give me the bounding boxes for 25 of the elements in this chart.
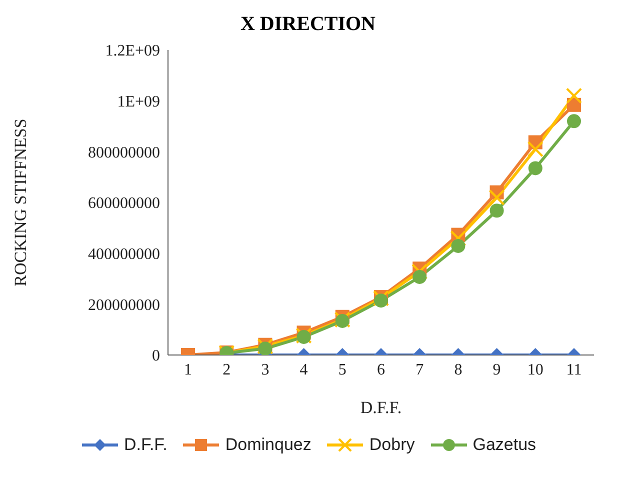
y-tick-label: 0 (152, 348, 160, 365)
legend-label: Gazetus (472, 435, 536, 455)
x-tick-label: 4 (300, 361, 308, 378)
legend-label: D.F.F. (124, 435, 168, 455)
y-tick-label: 600000000 (88, 195, 160, 212)
y-tick-label: 1E+09 (117, 94, 160, 111)
x-tick-label: 10 (527, 361, 544, 378)
x-tick-label: 1 (184, 361, 192, 378)
y-tick-label: 1.2E+09 (105, 42, 160, 60)
chart-title: X DIRECTION (239, 12, 377, 37)
x-axis-title: D.F.F. (360, 398, 402, 417)
x-tick-label: 7 (416, 361, 424, 378)
x-tick-label: 8 (454, 361, 462, 378)
x-tick-label: 3 (261, 361, 270, 378)
x-tick-label: 11 (566, 361, 582, 378)
x-tick-label: 9 (492, 361, 501, 378)
y-tick-label: 200000000 (88, 296, 160, 314)
x-tick-label: 6 (377, 361, 385, 378)
legend-label: Dominquez (225, 435, 312, 455)
y-tick-label: 400000000 (88, 246, 160, 264)
x-tick-label: 2 (222, 361, 231, 378)
legend-label: Dobry (369, 435, 415, 455)
x-tick-label: 5 (338, 361, 346, 378)
y-axis-title: ROCKING STIFFNESS (11, 118, 30, 286)
y-tick-label: 800000000 (88, 144, 160, 162)
